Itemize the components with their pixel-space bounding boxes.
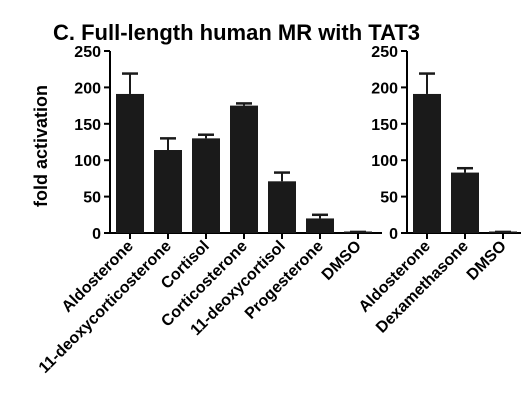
y-tick-label: 150 — [74, 117, 101, 134]
bar — [451, 172, 479, 233]
y-tick-label: 150 — [371, 117, 398, 134]
bar — [230, 105, 258, 233]
y-tick-label: 200 — [74, 80, 101, 97]
category-label: DMSO — [319, 238, 365, 284]
y-tick-label: 250 — [74, 44, 101, 61]
bar — [413, 93, 441, 234]
left-panel: fold activation 050100150200250Aldostero… — [31, 44, 382, 377]
y-tick-label: 100 — [371, 153, 398, 170]
category-label: DMSO — [464, 238, 510, 284]
y-tick-label: 250 — [371, 44, 398, 61]
y-tick-label: 200 — [371, 80, 398, 97]
y-tick-label: 0 — [92, 226, 101, 243]
bar — [489, 231, 517, 233]
bar — [192, 138, 220, 233]
y-tick-label: 50 — [380, 190, 398, 207]
right-panel: 050100150200250AldosteroneDexamethasoneD… — [356, 44, 521, 337]
bar — [306, 218, 334, 233]
chart-title: C. Full-length human MR with TAT3 — [53, 20, 420, 45]
y-tick-label: 50 — [83, 190, 101, 207]
bar — [344, 231, 372, 233]
y-tick-label: 100 — [74, 153, 101, 170]
y-axis-label: fold activation — [31, 85, 51, 207]
bar — [154, 150, 182, 233]
y-tick-label: 0 — [389, 226, 398, 243]
bar — [268, 181, 296, 233]
bar — [116, 93, 144, 234]
